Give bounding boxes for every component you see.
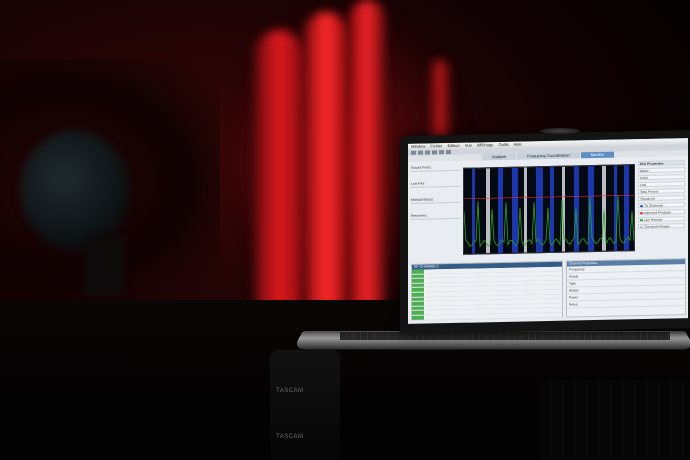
spectrum-plot[interactable] [463,164,635,255]
left-panel-item[interactable]: Live Plot [411,180,461,188]
camera-glare [540,128,580,134]
red-curtain-fold [350,0,385,310]
status-cell [412,315,424,320]
status-cell [412,292,424,297]
blurred-globe [20,130,130,250]
left-panel-item[interactable]: Receivers [411,212,461,220]
menu-item[interactable]: Window [411,143,426,149]
tv-channel-band [536,167,543,253]
status-cell [412,301,424,306]
left-panel-item[interactable]: Manual Inputs [411,196,461,204]
legend-row[interactable]: TV Channels [638,202,685,209]
menu-item[interactable]: Outils [498,141,509,148]
legend-swatch [640,225,643,229]
laptop-screen: Window Fichier Édition Vue Affichage Out… [408,138,688,324]
legend-swatch [640,204,643,208]
tab-analyse[interactable]: Analyse [481,153,517,161]
property-row[interactable]: Notes [567,299,685,309]
toolbar-icon[interactable] [418,150,423,155]
tv-channel-band [562,166,565,252]
left-panel-item[interactable]: Sound Fonts [411,164,461,172]
status-cell [412,310,424,315]
device-label: TASCAM [276,434,304,440]
red-curtain-fold [305,12,347,322]
legend-label: TV Channels [644,203,664,208]
channel-properties-panel: Channel Properties Frequency Group Type … [566,258,686,318]
tv-channel-band [472,168,475,254]
blurred-stand [85,235,125,295]
menu-item[interactable]: Fichier [430,143,443,149]
legend-row[interactable]: Intermod Products [638,209,685,216]
tab-monitor[interactable]: Monitor [580,151,615,159]
background-keyboard [540,380,690,460]
tascam-recorder: TASCAM TASCAM [270,350,340,460]
tv-channel-band [624,165,629,251]
laptop-lid: Window Fichier Édition Vue Affichage Out… [400,129,690,335]
legend-label: Intermod Products [644,210,671,215]
toolbar-icon[interactable] [432,150,437,155]
tv-channel-band [574,166,579,252]
plot-properties-panel: Plot Properties Name Color Line Time Per… [638,160,685,261]
tv-channel-band [524,167,527,253]
status-cell [412,269,424,274]
laptop-keyboard [340,332,670,340]
tv-channel-band [486,168,490,254]
status-cell [412,297,424,302]
status-cell [412,274,424,279]
panel-title: Plot Properties [638,160,685,167]
property-row[interactable]: Color [638,174,685,181]
property-row[interactable]: Threshold [638,195,685,202]
device-label: TASCAM [276,388,304,394]
spectrum-graph [463,165,635,254]
menu-item[interactable]: Aide [513,141,522,147]
status-cell [412,283,424,288]
left-panel: Sound Fonts Live Plot Manual Inputs Rece… [411,164,461,266]
legend-row[interactable]: Threshold Region [638,223,685,230]
rf-trace [463,194,635,248]
toolbar-icon[interactable] [411,150,416,155]
tab-frequency-coordination[interactable]: Frequency Coordination [517,152,580,160]
status-cell [412,287,424,292]
legend-swatch [640,218,643,222]
table-body [412,266,562,321]
status-cell [412,278,424,283]
rf-channels-table: RF CHANNELS [411,260,563,321]
legend-label: Threshold Region [644,224,671,229]
legend-label: Live Ranges [644,217,663,222]
tv-channel-band [550,166,554,252]
menu-item[interactable]: Édition [447,142,460,149]
property-row[interactable]: Name [638,167,685,174]
legend-swatch [640,211,643,215]
tv-channel-band [512,167,518,253]
tv-channel-band [588,166,594,252]
red-curtain-fold [255,30,303,340]
property-row[interactable]: Time Period [638,188,685,195]
status-cell [412,306,424,311]
property-row[interactable]: Line [638,181,685,188]
tv-channel-band [498,167,503,254]
toolbar-icon[interactable] [439,150,444,155]
threshold-line [464,194,634,200]
legend-row[interactable]: Live Ranges [638,216,685,223]
menu-item[interactable]: Vue [464,142,472,148]
toolbar-icon[interactable] [425,150,430,155]
toolbar-icon[interactable] [446,150,451,155]
menu-item[interactable]: Affichage [476,142,494,148]
